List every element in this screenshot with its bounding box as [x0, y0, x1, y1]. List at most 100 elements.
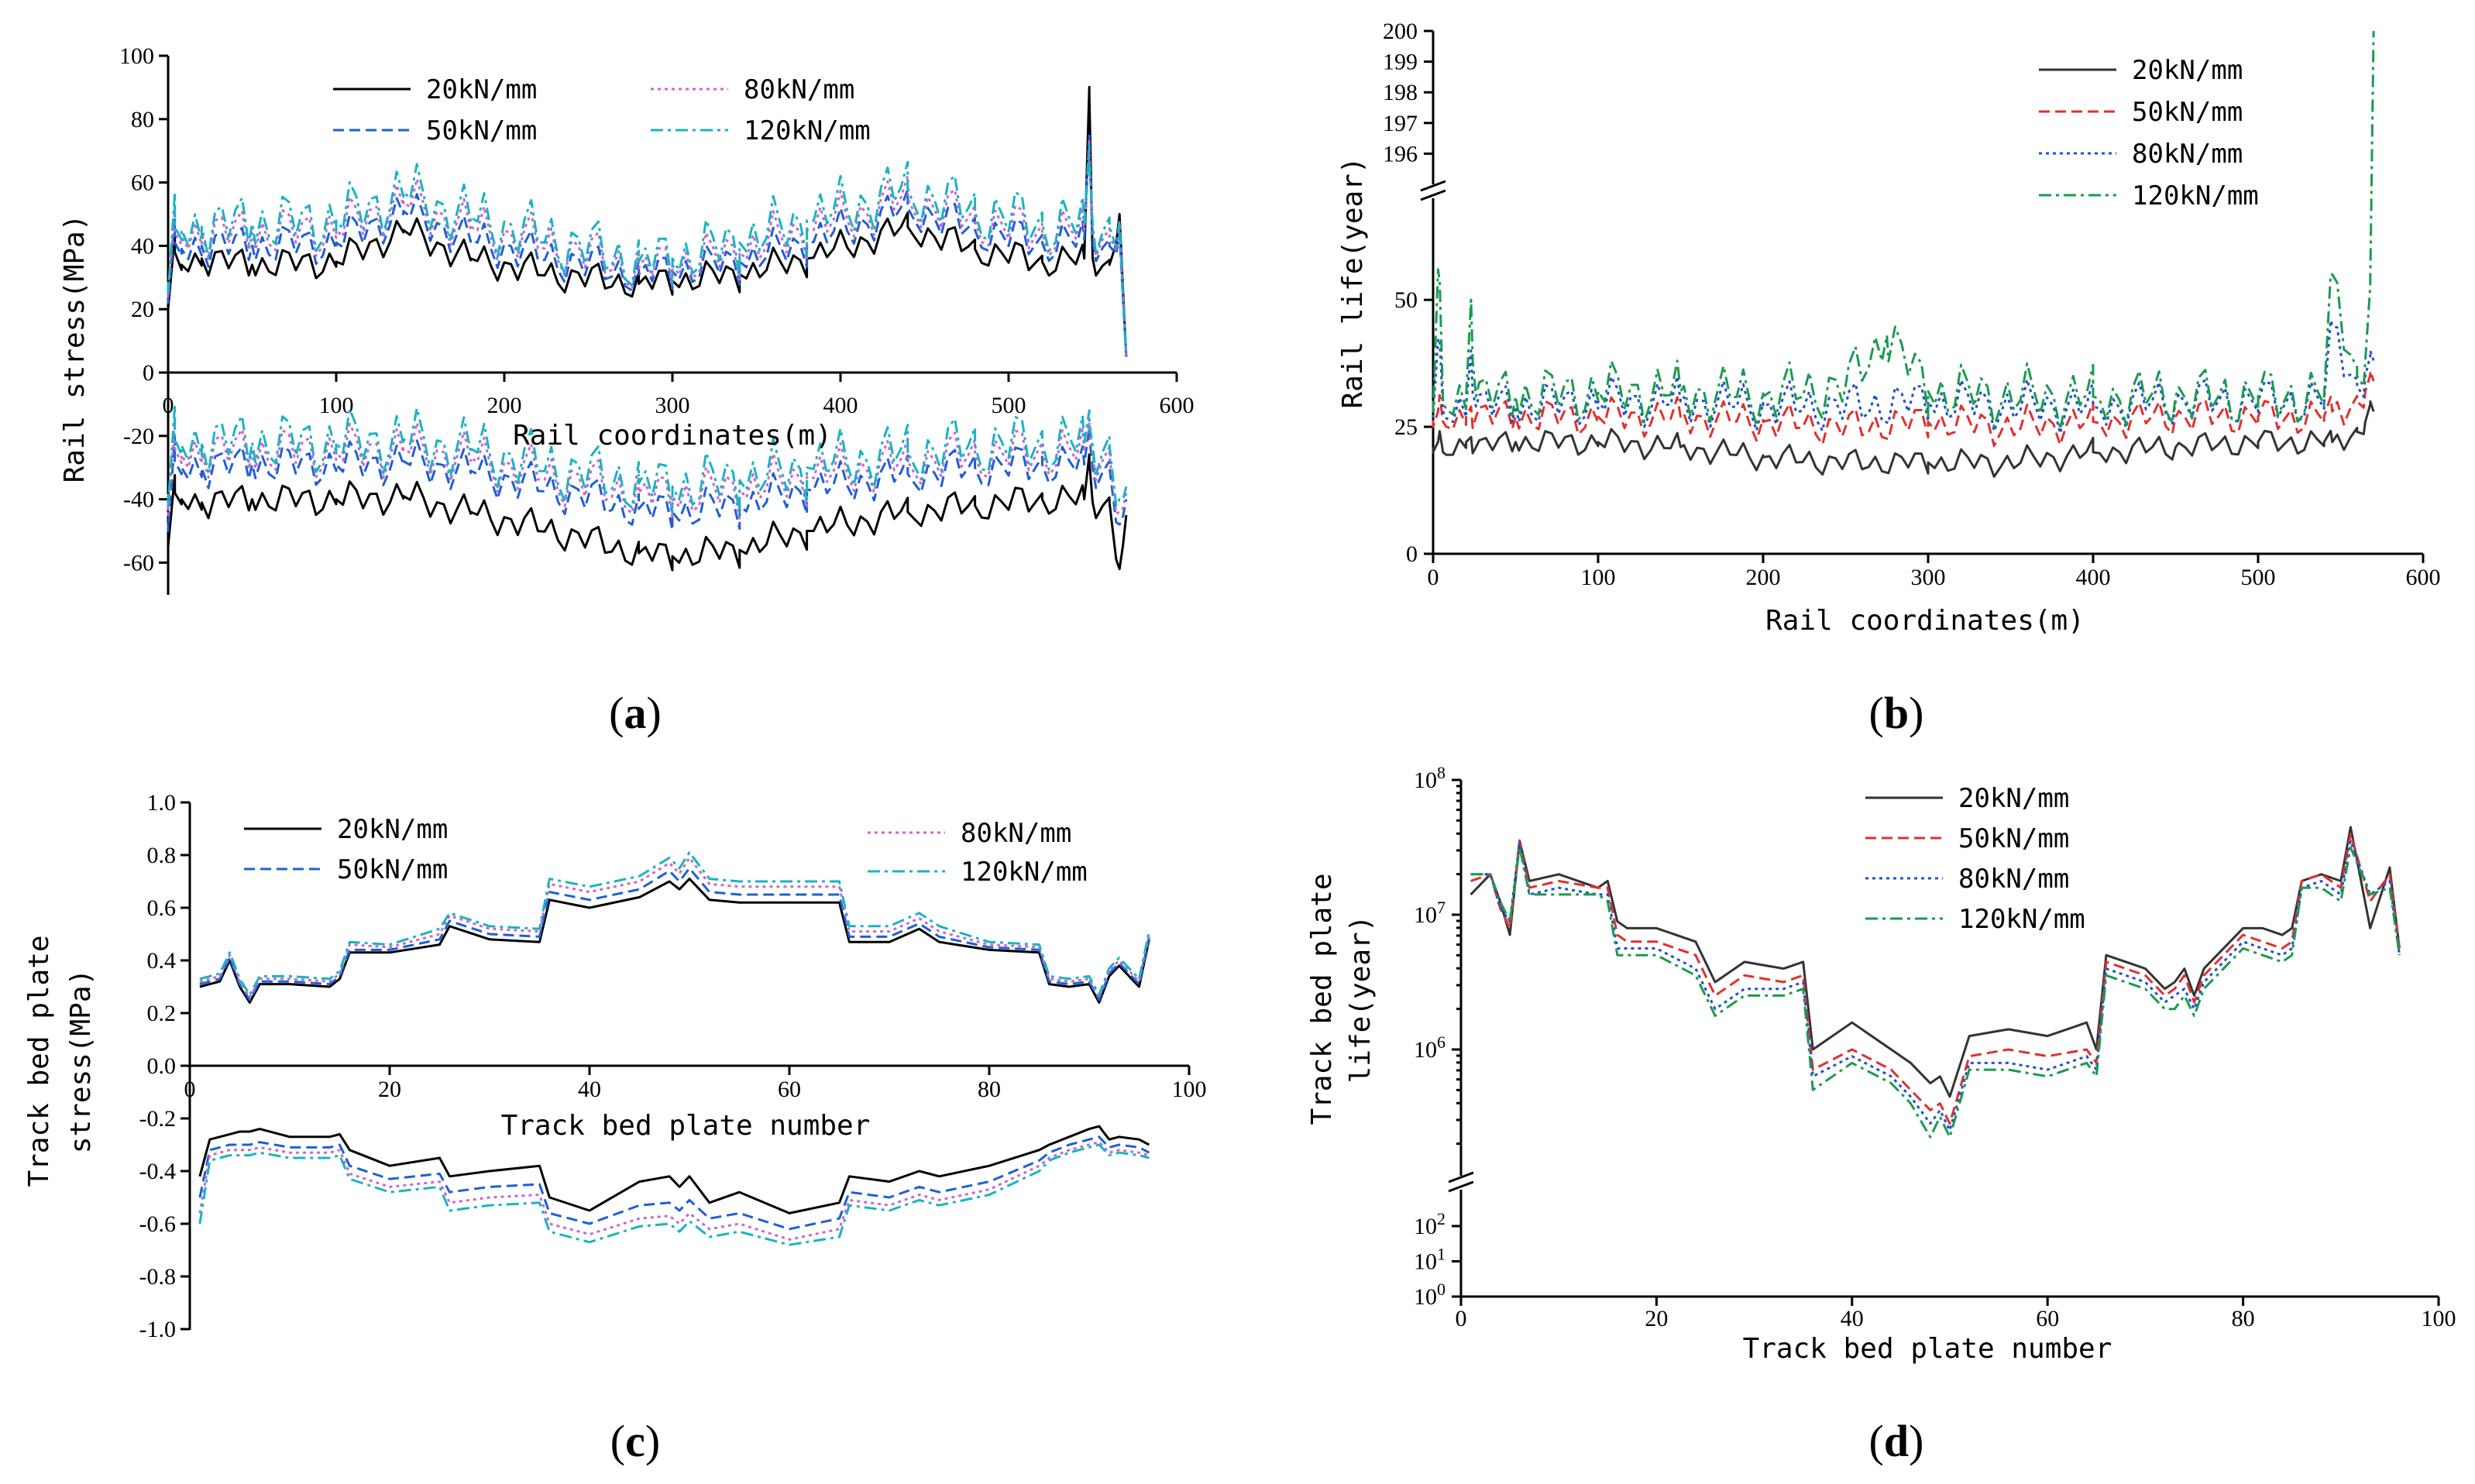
panel-a-series-tension-line — [167, 143, 1128, 357]
panel-d-x-tick-label: 80 — [2232, 1306, 2255, 1331]
panel-b-axis-break — [1420, 180, 1446, 201]
panel-d-caption-label: d — [1884, 1416, 1909, 1466]
panel-d-series-line — [1470, 839, 2401, 1132]
panel-a-series-compression-line — [167, 453, 1128, 572]
panel-a-x-tick-label: 500 — [992, 393, 1026, 418]
panel-d-y-tick-label: 102 — [1414, 1209, 1445, 1239]
panel-a-legend-label: 20kN/mm — [426, 74, 537, 105]
panel-c-caption-label: c — [625, 1416, 645, 1466]
panel-d-x-tick-label: 40 — [1841, 1306, 1864, 1331]
panel-d-x-tick-label: 60 — [2036, 1306, 2059, 1331]
panel-c-series-compression-line — [198, 1141, 1150, 1241]
panel-a-series-compression-line — [167, 404, 1128, 516]
panel-b-y-axis-label: Rail life(year) — [1337, 156, 1369, 408]
panel-c-series-compression-line — [198, 1125, 1150, 1214]
panel-c-y-tick-label: -0.2 — [139, 1106, 177, 1132]
panel-a-caption-label: a — [624, 688, 647, 738]
panel-a-x-tick-label: 0 — [163, 393, 174, 418]
panel-c-x-tick-label: 100 — [1172, 1077, 1207, 1102]
panel-d-x-tick-label: 0 — [1456, 1306, 1467, 1331]
panel-a-y-tick-label: 80 — [131, 107, 154, 132]
panel-c-legend-label: 80kN/mm — [961, 818, 1071, 849]
panel-a-y-tick-label: -40 — [123, 487, 154, 513]
panel-b-x-tick-label: 0 — [1428, 565, 1439, 590]
panel-d-y-tick-base: 10 — [1414, 1037, 1437, 1063]
panel-a-x-tick-label: 200 — [487, 393, 522, 418]
panel-c-caption: (c) — [610, 1416, 660, 1466]
panel-d-x-axis-label: Track bed plate number — [1743, 1333, 2112, 1365]
panel-b: 0 100 200 300 400 500 60002550196197198199200 … — [1337, 19, 2441, 738]
panel-c-y-tick-label: 0.2 — [147, 1001, 177, 1026]
panel-a-x-tick-label: 300 — [655, 393, 690, 418]
panel-d-y-tick-label: 100 — [1414, 1280, 1445, 1310]
panel-c-series-tension-line — [199, 878, 1150, 1004]
panel-c-x-tick-label: 40 — [578, 1077, 601, 1102]
panel-d-y-tick-exp: 1 — [1437, 1245, 1445, 1264]
panel-c-series-tension-line — [199, 856, 1150, 999]
panel-b-caption: (b) — [1869, 688, 1924, 738]
panel-d-series-line — [1470, 846, 2401, 1139]
panel-c-y-tick-label: -1.0 — [139, 1317, 177, 1342]
panel-b-y-tick-label: 25 — [1394, 414, 1418, 440]
panel-d-y-axis-label-line1: Track bed plate — [1306, 873, 1338, 1125]
panel-b-legend-label: 120kN/mm — [2132, 180, 2259, 211]
panel-a-legend-label: 50kN/mm — [426, 115, 537, 146]
panel-c-y-tick-label: 1.0 — [147, 790, 177, 816]
panel-a-caption: (a) — [609, 688, 662, 738]
panel-b-legend-label: 20kN/mm — [2132, 55, 2243, 86]
panel-d-y-axis-label-line2: life(year) — [1345, 915, 1377, 1084]
panel-c-y-tick-label: 0.8 — [147, 843, 177, 868]
panel-a-legend-label: 80kN/mm — [744, 74, 854, 105]
panel-d-series-line — [1470, 833, 2401, 1125]
panel-a-series-compression-line — [167, 417, 1128, 520]
panel-d-x-tick-label: 100 — [2422, 1306, 2456, 1331]
panel-b-legend-label: 50kN/mm — [2132, 97, 2243, 128]
panel-c-y-tick-label: -0.6 — [139, 1211, 177, 1237]
panel-c: 0 20 40 60 80 100 -1.0 -0.8 -0.6 -0.4 -0.2 0.0 0.2 0.… — [23, 790, 1207, 1466]
panel-c-y-axis-label-line1: Track bed plate — [23, 935, 55, 1187]
panel-a-y-tick-label: 40 — [131, 233, 154, 259]
panel-a-y-tick-label: 20 — [131, 297, 154, 322]
panel-a-series-compression-line — [167, 426, 1128, 532]
panel-a-x-tick-label: 100 — [319, 393, 354, 418]
panel-a-x-axis-label: Rail coordinates(m) — [513, 420, 832, 452]
panel-c-x-tick-label: 20 — [378, 1077, 401, 1102]
panel-a-legend-label: 120kN/mm — [744, 115, 871, 146]
panel-d-legend-label: 80kN/mm — [1958, 864, 2069, 895]
panel-b-y-tick-label: 50 — [1394, 287, 1418, 313]
panel-c-x-tick-label: 60 — [778, 1077, 801, 1102]
panel-c-y-tick-label: 0.6 — [147, 895, 177, 921]
panel-c-legend-label: 120kN/mm — [961, 857, 1088, 888]
panel-b-x-tick-label: 400 — [2076, 565, 2111, 590]
panel-d-y-tick-exp: 8 — [1437, 763, 1445, 782]
panel-b-x-tick-label: 300 — [1911, 565, 1946, 590]
panel-d-y-tick-label: 107 — [1414, 898, 1445, 928]
panel-b-series-line — [1432, 30, 2375, 431]
panel-c-series-compression-line — [198, 1143, 1150, 1246]
panel-b-x-tick-label: 500 — [2241, 565, 2276, 590]
panel-d-y-tick-label: 101 — [1414, 1245, 1445, 1275]
panel-d-y-tick-label: 106 — [1414, 1032, 1445, 1063]
panel-b-y-tick-label: 199 — [1383, 50, 1418, 75]
panel-c-legend-label: 20kN/mm — [337, 814, 448, 845]
panel-c-x-tick-label: 0 — [184, 1077, 196, 1102]
panel-d-y-tick-base: 10 — [1414, 1249, 1437, 1275]
panel-d-y-tick-base: 10 — [1414, 902, 1437, 928]
panel-d-y-tick-exp: 6 — [1437, 1032, 1445, 1052]
panel-b-y-tick-label: 0 — [1406, 541, 1418, 567]
panel-a-y-tick-label: -20 — [123, 424, 154, 449]
panel-a-x-tick-label: 400 — [823, 393, 858, 418]
panel-d-y-tick-base: 10 — [1414, 1284, 1437, 1310]
panel-c-legend-label: 50kN/mm — [337, 854, 448, 885]
panel-b-y-tick-label: 196 — [1383, 141, 1418, 167]
panel-c-x-tick-label: 80 — [978, 1077, 1001, 1102]
panel-a-y-axis-label: Rail stress(MPa) — [59, 215, 91, 483]
panel-d-x-tick-label: 20 — [1645, 1306, 1668, 1331]
panel-b-x-tick-label: 100 — [1581, 565, 1616, 590]
panel-a-x-tick-label: 600 — [1160, 393, 1195, 418]
panel-d-caption: (d) — [1869, 1416, 1924, 1466]
panel-a-y-tick-label: 100 — [119, 43, 154, 69]
panel-c-y-tick-label: -0.4 — [139, 1159, 177, 1184]
